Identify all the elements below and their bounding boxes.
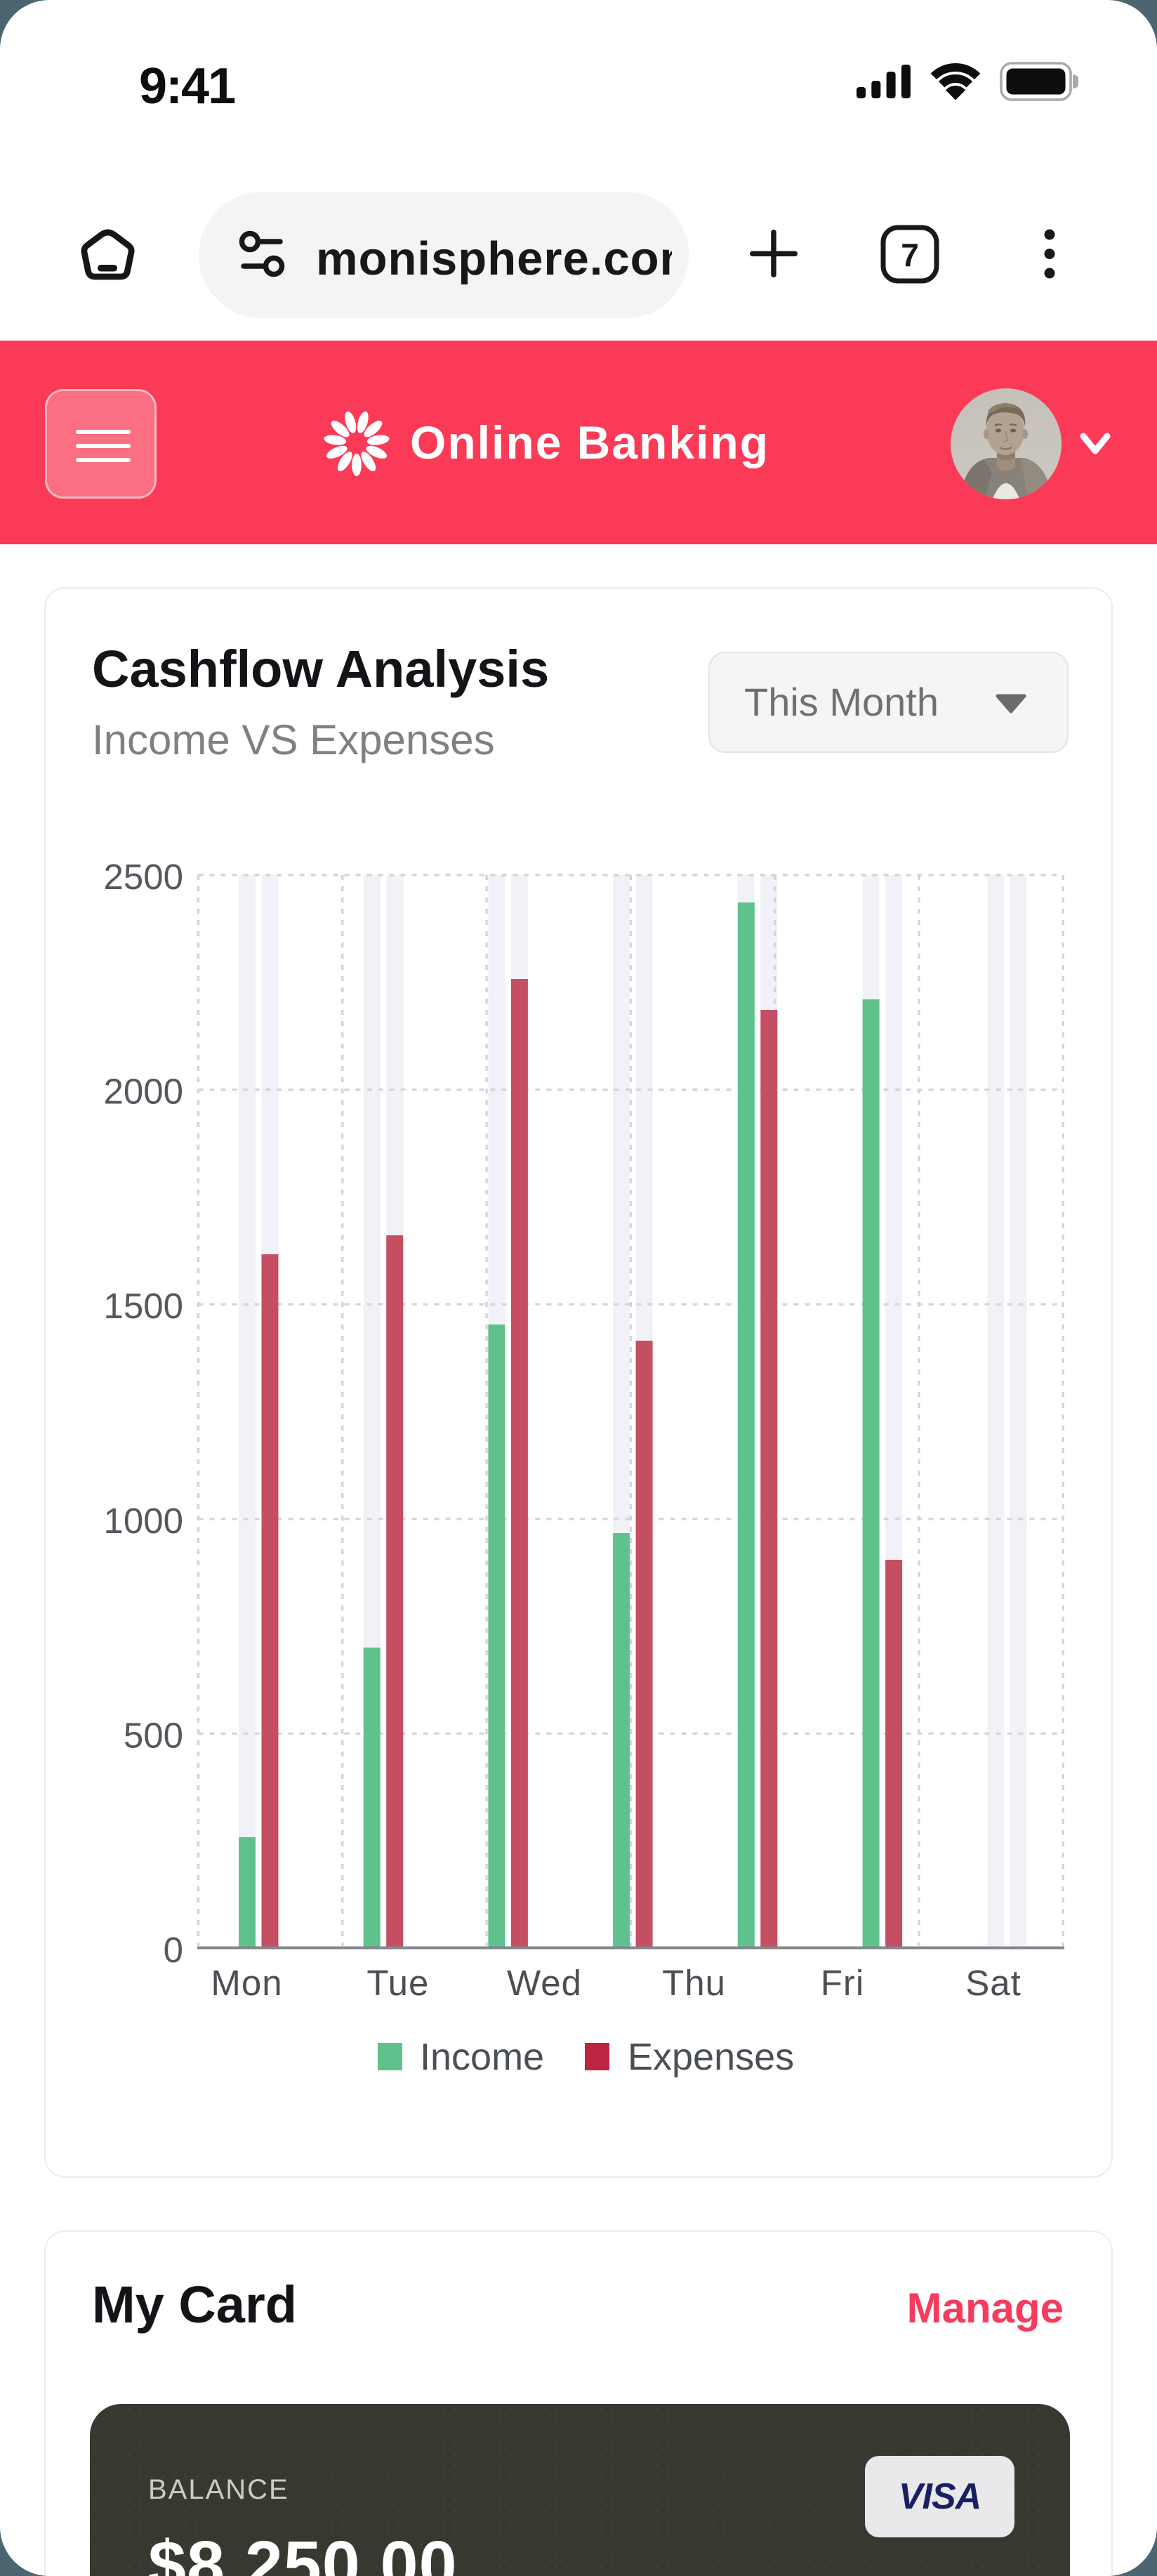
svg-text:Thu: Thu [662,1963,726,2003]
svg-text:Wed: Wed [507,1963,582,2003]
svg-text:2000: 2000 [104,1072,183,1112]
svg-text:Income: Income [420,2036,544,2078]
svg-text:7: 7 [901,237,919,273]
svg-text:Mon: Mon [211,1963,282,2003]
svg-text:2500: 2500 [104,857,183,897]
svg-text:1000: 1000 [104,1501,183,1541]
svg-text:Sat: Sat [965,1963,1022,2003]
svg-text:0: 0 [164,1930,183,1970]
svg-text:Tue: Tue [366,1963,429,2003]
svg-text:500: 500 [124,1715,183,1755]
svg-text:Fri: Fri [821,1963,864,2003]
svg-text:1500: 1500 [104,1286,183,1326]
svg-text:Expenses: Expenses [628,2036,794,2078]
